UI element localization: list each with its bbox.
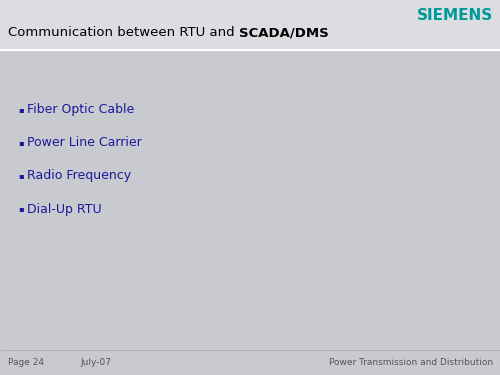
Bar xyxy=(0,0,500,50)
Text: Dial-Up RTU: Dial-Up RTU xyxy=(27,202,102,216)
Text: July-07: July-07 xyxy=(80,358,111,367)
Text: Fiber Optic Cable: Fiber Optic Cable xyxy=(27,104,134,117)
Text: Radio Frequency: Radio Frequency xyxy=(27,170,131,183)
Text: Power Transmission and Distribution: Power Transmission and Distribution xyxy=(329,358,493,367)
Bar xyxy=(0,350,500,375)
Bar xyxy=(0,50,500,350)
Text: ▪: ▪ xyxy=(18,138,24,147)
Text: SIEMENS: SIEMENS xyxy=(417,8,493,23)
Text: ▪: ▪ xyxy=(18,105,24,114)
Text: Power Line Carrier: Power Line Carrier xyxy=(27,136,142,150)
Text: ▪: ▪ xyxy=(18,204,24,213)
Text: Communication between RTU and: Communication between RTU and xyxy=(8,27,239,39)
Text: SCADA/DMS: SCADA/DMS xyxy=(239,27,328,39)
Text: ▪: ▪ xyxy=(18,171,24,180)
Text: Page 24: Page 24 xyxy=(8,358,44,367)
